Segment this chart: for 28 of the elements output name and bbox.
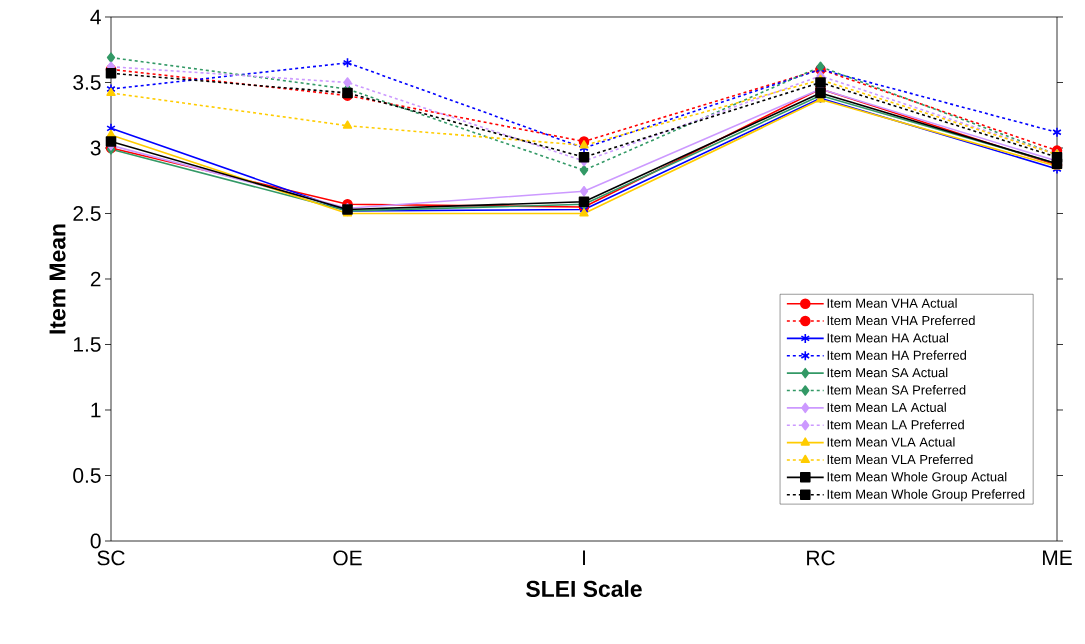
legend-label: Item Mean SA Actual <box>827 367 948 378</box>
legend-label: Item Mean SA Preferred <box>827 385 966 395</box>
legend-label: Item Mean Whole Group Actual <box>827 471 1007 484</box>
legend-label: Item Mean Whole Group Preferred <box>827 489 1025 502</box>
legend-label: Item Mean VLA Actual <box>827 437 955 447</box>
y-tick-label: 3 <box>90 140 101 156</box>
legend-label: Item Mean HA Preferred <box>827 350 967 360</box>
x-tick-label: SC <box>97 550 125 566</box>
x-tick-label: OE <box>333 550 362 566</box>
y-tick-label: 2.5 <box>73 206 101 221</box>
legend-label: Item Mean LA Preferred <box>827 419 964 430</box>
y-tick-label: 4 <box>90 9 101 25</box>
y-tick-label: 1.5 <box>73 337 101 352</box>
legend-label: Item Mean HA Actual <box>827 332 948 343</box>
x-tick-label: RC <box>807 550 835 566</box>
y-tick-label: 3.5 <box>73 75 101 90</box>
y-tick-label: 0 <box>90 533 101 549</box>
y-tick-label: 0.5 <box>73 468 101 483</box>
x-tick-label: ME <box>1043 550 1072 565</box>
x-tick-label: I <box>583 550 585 565</box>
legend-label: Item Mean LA Actual <box>827 402 946 412</box>
y-axis-title: Item Mean <box>49 224 66 334</box>
y-tick-label: 1 <box>91 402 101 418</box>
x-axis-title: SLEI Scale <box>526 580 642 597</box>
y-tick-label: 2 <box>90 271 101 287</box>
legend-label: Item Mean VLA Preferred <box>827 454 973 465</box>
legend-label: Item Mean VHA Actual <box>827 298 957 308</box>
legend-label: Item Mean VHA Preferred <box>827 315 975 326</box>
